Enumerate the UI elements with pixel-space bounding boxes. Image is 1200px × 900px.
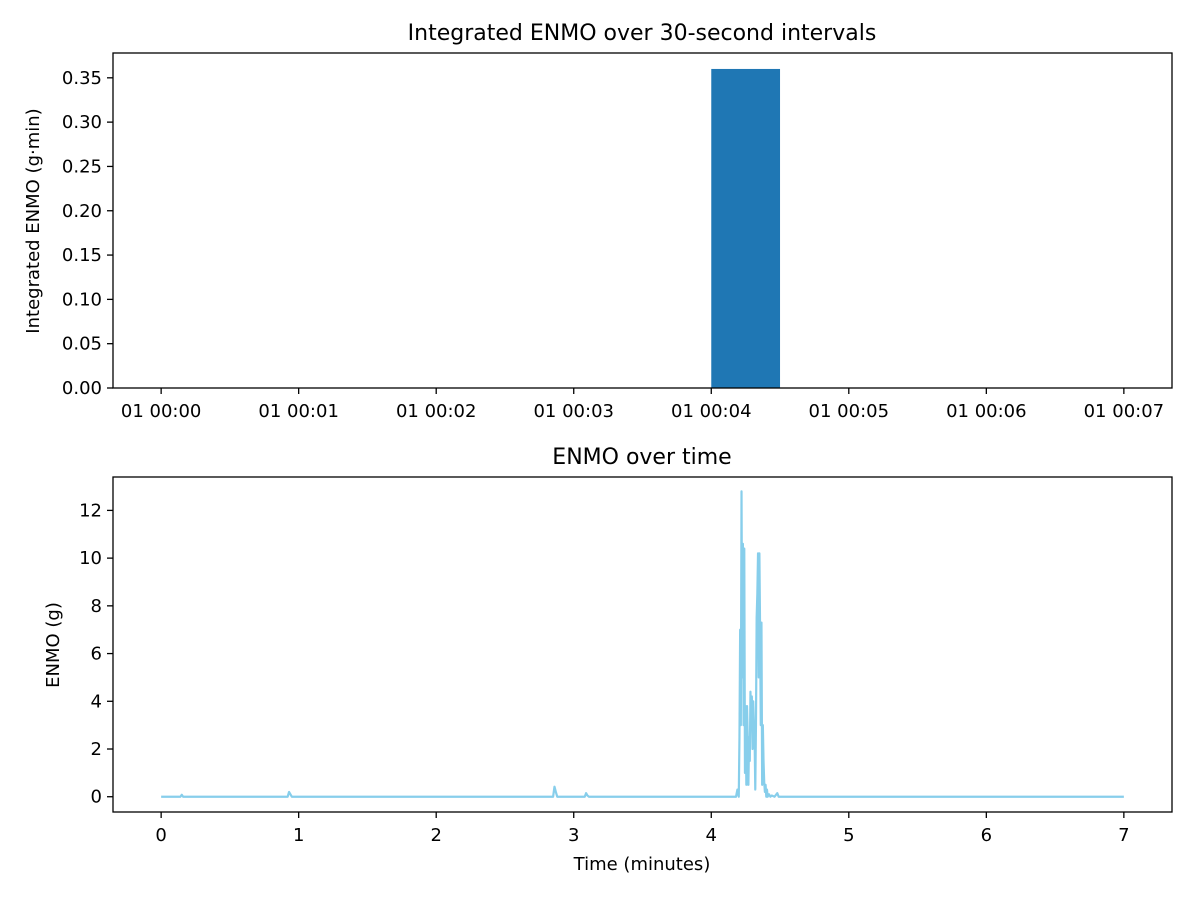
bar-chart-x-tick-label: 01 00:04 — [671, 401, 752, 422]
bar-chart-panel: Integrated ENMO over 30-second intervals… — [23, 21, 1173, 422]
bar-chart-title: Integrated ENMO over 30-second intervals — [408, 21, 877, 46]
bar-chart-plot-frame — [112, 52, 1173, 389]
bar-chart-y-tick-label: 0.30 — [62, 112, 102, 133]
line-chart-x-tick-label: 5 — [843, 825, 854, 846]
line-chart-x-tick-label: 4 — [706, 825, 717, 846]
line-chart-title: ENMO over time — [552, 445, 731, 470]
line-chart-y-tick-label: 10 — [79, 548, 102, 569]
line-chart-y-tick-label: 4 — [91, 691, 102, 712]
line-chart-y-axis-label: ENMO (g) — [43, 602, 64, 688]
bar-chart-y-tick-label: 0.15 — [62, 245, 102, 266]
bar-chart-y-tick-label: 0.35 — [62, 68, 102, 89]
line-chart-x-tick-label: 0 — [155, 825, 166, 846]
bar-chart-x-tick-label: 01 00:00 — [121, 401, 202, 422]
bar-chart-x-tick-label: 01 00:03 — [533, 401, 614, 422]
bar-chart-y-tick-label: 0.05 — [62, 334, 102, 355]
bar-chart-y-tick-label: 0.25 — [62, 156, 102, 177]
line-chart-y-tick-label: 6 — [91, 644, 102, 665]
line-chart-x-tick-label: 2 — [430, 825, 441, 846]
line-chart-y-tick-label: 12 — [79, 500, 102, 521]
line-chart-x-tick-label: 1 — [293, 825, 304, 846]
bar-chart-x-tick-label: 01 00:07 — [1084, 401, 1165, 422]
line-chart-series — [161, 490, 1124, 798]
bar-chart-bars — [711, 68, 781, 388]
bar-chart-ticks: 01 00:00 01 00:01 01 00:02 01 00:03 01 00:04… — [62, 68, 1164, 422]
line-chart-y-tick-label: 0 — [91, 787, 102, 808]
line-chart-y-tick-label: 8 — [91, 596, 102, 617]
bar-chart-x-tick-label: 01 00:06 — [946, 401, 1027, 422]
bar-chart-y-tick-label: 0.10 — [62, 289, 102, 310]
line-chart-plot-frame — [112, 476, 1173, 813]
line-chart-panel: ENMO over time ENMO (g) Time (minutes) 0… — [43, 445, 1173, 875]
bar-chart-y-tick-label: 0.00 — [62, 378, 102, 399]
line-chart-x-tick-label: 3 — [568, 825, 579, 846]
line-chart-y-tick-label: 2 — [91, 739, 102, 760]
bar-chart-x-tick-label: 01 00:02 — [396, 401, 477, 422]
bar-chart-x-tick-label: 01 00:01 — [258, 401, 339, 422]
line-chart-x-axis-label: Time (minutes) — [573, 854, 711, 875]
bar-chart-x-tick-label: 01 00:05 — [809, 401, 890, 422]
bar-chart-y-axis-label: Integrated ENMO (g·min) — [23, 108, 44, 333]
line-chart-x-tick-label: 6 — [981, 825, 992, 846]
bar-chart-bar — [711, 68, 781, 388]
line-chart-x-tick-label: 7 — [1118, 825, 1129, 846]
bar-chart-y-tick-label: 0.20 — [62, 201, 102, 222]
line-chart-series-line — [161, 490, 1124, 798]
